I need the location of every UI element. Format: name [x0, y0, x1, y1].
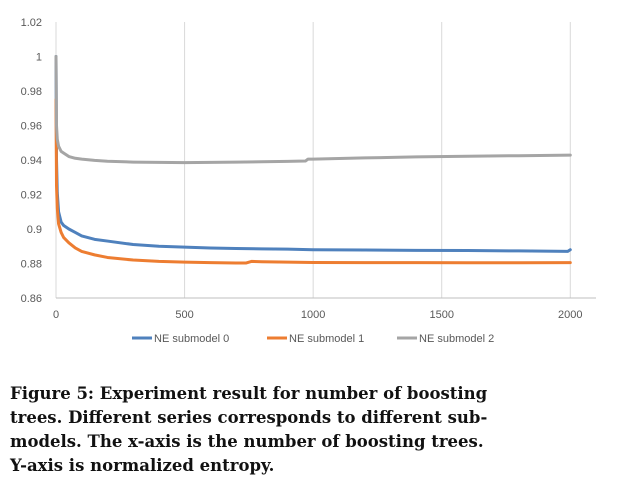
x-axis-ticks: 0 500 1000 1500 2000 — [53, 309, 583, 321]
y-tick-label: 0.96 — [21, 121, 42, 133]
caption-line: models. The x-axis is the number of boos… — [10, 432, 484, 451]
y-tick-label: 0.88 — [21, 259, 42, 271]
x-tick-label: 500 — [175, 309, 193, 321]
y-tick-label: 1.02 — [21, 17, 42, 29]
legend: NE submodel 0 NE submodel 1 NE submodel 2 — [132, 333, 494, 345]
y-tick-label: 0.86 — [21, 293, 42, 305]
y-tick-label: 0.94 — [21, 155, 42, 167]
legend-label: NE submodel 1 — [289, 333, 364, 345]
figure-caption: Figure 5: Experiment result for number o… — [10, 382, 610, 478]
caption-line: trees. Different series corresponds to d… — [10, 408, 488, 427]
y-axis-ticks: 0.86 0.88 0.9 0.92 0.94 0.96 0.98 1 1.02 — [21, 17, 42, 305]
y-tick-label: 1 — [36, 52, 42, 64]
chart-area: 0.86 0.88 0.9 0.92 0.94 0.96 0.98 1 1.02 0 500 100… — [21, 17, 596, 345]
y-tick-label: 0.92 — [21, 190, 42, 202]
x-tick-label: 0 — [53, 309, 59, 321]
legend-label: NE submodel 0 — [154, 333, 229, 345]
x-tick-label: 1000 — [301, 309, 325, 321]
y-tick-label: 0.98 — [21, 86, 42, 98]
series-line — [54, 98, 572, 265]
x-tick-label: 2000 — [558, 309, 582, 321]
line-chart: 0.86 0.88 0.9 0.92 0.94 0.96 0.98 1 1.02 0 500 100… — [21, 17, 596, 345]
y-tick-label: 0.9 — [27, 224, 42, 236]
caption-line: Figure 5: Experiment result for number o… — [10, 384, 488, 403]
legend-label: NE submodel 2 — [419, 333, 494, 345]
series-line — [54, 55, 572, 253]
x-tick-label: 1500 — [429, 309, 453, 321]
series-lines — [54, 55, 572, 265]
caption-line: Y-axis is normalized entropy. — [10, 456, 275, 475]
series-line — [54, 55, 572, 165]
